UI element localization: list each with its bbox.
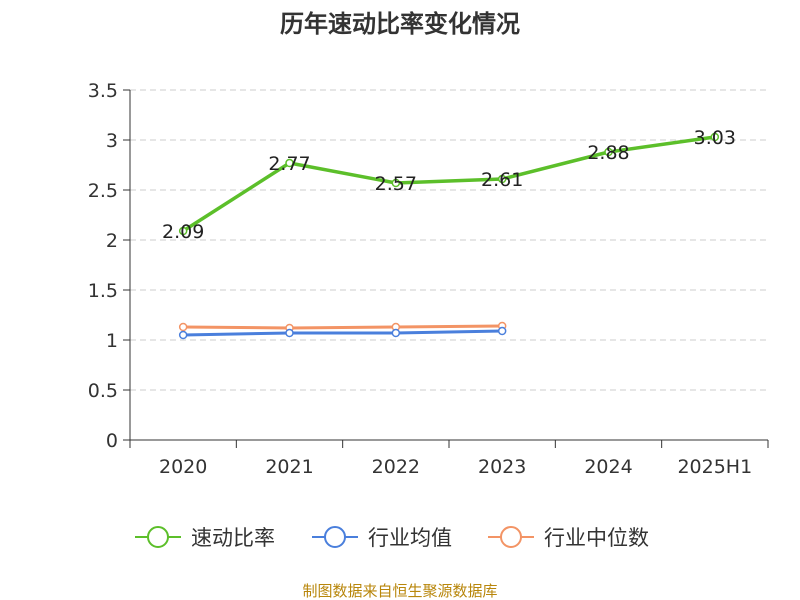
data-label: 3.03 [694, 127, 736, 149]
data-point [178, 322, 188, 332]
source-note: 制图数据来自恒生聚源数据库 [302, 582, 497, 600]
data-point [604, 147, 613, 157]
data-point [391, 178, 401, 188]
y-tick-label: 1 [106, 330, 118, 352]
series-line [183, 324, 503, 330]
legend[interactable]: 速动比率 行业均值 行业中位数 [135, 526, 649, 550]
y-tick-label: 0 [106, 430, 118, 452]
axes: 0 0.5 1 1.5 2 2.5 3 3.5 2020 2021 2022 2023 2024 2025… [88, 80, 769, 478]
x-tick-label: 2021 [265, 456, 313, 478]
legend-marker [147, 526, 169, 548]
legend-label: 速动比率 [191, 526, 275, 550]
x-tick-label: 2023 [478, 456, 526, 478]
series-2 [178, 321, 507, 333]
grid-lines [130, 89, 768, 391]
data-label: 2.88 [587, 142, 629, 164]
x-tick-label: 2024 [584, 456, 632, 478]
x-tick-label: 2022 [372, 456, 420, 478]
legend-item-1[interactable]: 行业均值 [312, 526, 452, 550]
legend-item-0[interactable]: 速动比率 [135, 526, 275, 550]
data-point [497, 326, 507, 336]
series-0 [178, 132, 720, 236]
legend-marker [500, 526, 522, 548]
data-point [285, 158, 294, 168]
y-tick-label: 2.5 [88, 180, 118, 202]
chart-title: 历年速动比率变化情况 [280, 10, 520, 38]
y-tick-label: 3.5 [88, 80, 118, 102]
data-labels: 2.09 2.77 2.57 2.61 2.88 3.03 [162, 127, 736, 243]
data-point [497, 174, 507, 184]
series-line [183, 329, 503, 337]
data-point [178, 330, 188, 340]
y-tick-label: 3 [106, 130, 118, 152]
legend-marker [324, 526, 346, 548]
data-label: 2.61 [481, 169, 523, 191]
legend-item-2[interactable]: 行业中位数 [488, 526, 649, 550]
legend-label: 行业均值 [368, 526, 452, 550]
x-tick-label: 2020 [159, 456, 207, 478]
legend-label: 行业中位数 [544, 526, 649, 550]
series-layer [178, 132, 720, 340]
data-point [178, 226, 188, 236]
data-label: 2.77 [268, 153, 310, 175]
y-tick-label: 0.5 [88, 380, 118, 402]
data-label: 2.57 [375, 173, 417, 195]
data-point [285, 328, 294, 338]
series-line [182, 135, 716, 233]
data-label: 2.09 [162, 221, 204, 243]
y-tick-label: 1.5 [88, 280, 118, 302]
y-tick-label: 2 [106, 230, 118, 252]
series-1 [178, 326, 507, 340]
data-point [391, 328, 401, 338]
x-tick-label: 2025H1 [677, 456, 752, 478]
data-point [710, 132, 720, 142]
